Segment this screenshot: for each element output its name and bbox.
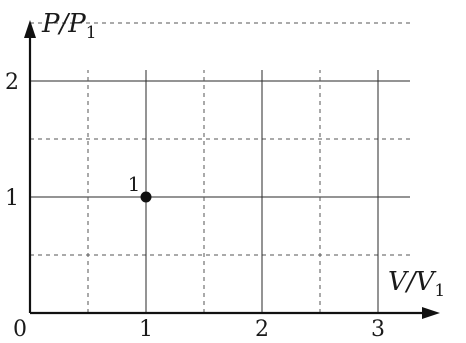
x-axis-title-subscript: 1 (434, 281, 445, 301)
x-tick-label: 1 (139, 317, 153, 342)
y-tick-label: 1 (5, 186, 19, 211)
y-axis-arrowhead (24, 20, 36, 38)
grid (30, 0, 410, 313)
x-tick-label: 3 (371, 317, 385, 342)
data-point-label: 1 (128, 172, 141, 196)
y-axis-title: P/P1 (41, 9, 97, 43)
data-point (141, 192, 152, 203)
x-axis-title: V/V1 (388, 267, 445, 301)
data-points: 1 (128, 172, 152, 203)
ticks: 123123 (5, 0, 385, 342)
y-tick-label: 2 (5, 70, 19, 95)
origin-label: 0 (13, 317, 27, 342)
y-axis-title-main: P/P (41, 9, 86, 39)
x-tick-label: 2 (255, 317, 269, 342)
y-axis-title-subscript: 1 (86, 23, 97, 43)
x-axis-title-main: V/V (388, 267, 437, 297)
x-axis-arrowhead (422, 307, 440, 319)
